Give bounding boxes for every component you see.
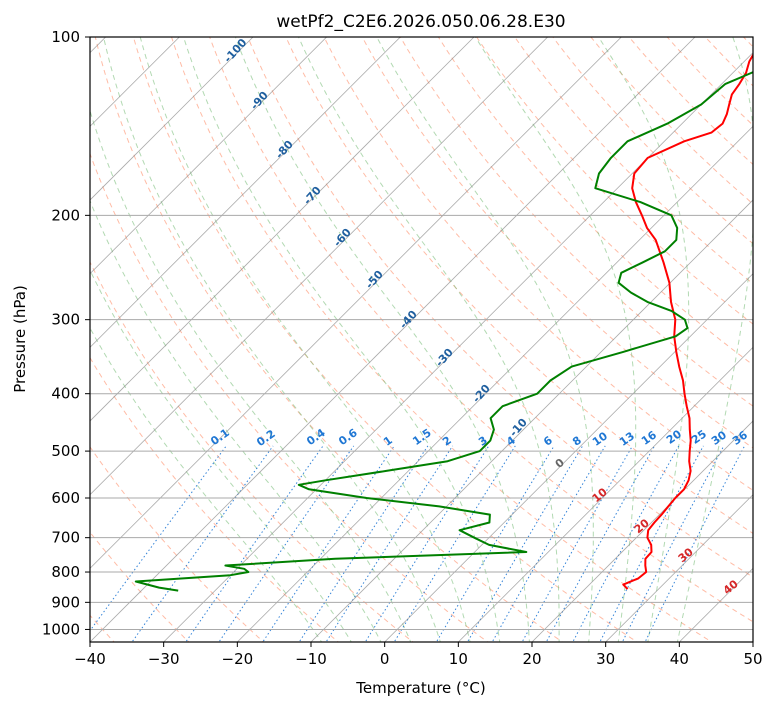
x-tick-label: −20 (222, 650, 254, 668)
y-axis-label: Pressure (hPa) (11, 285, 29, 393)
y-tick-label: 600 (51, 489, 80, 507)
dry-adiabat-line (247, 37, 753, 578)
y-tick-label: 700 (51, 529, 80, 547)
isotherm-line (90, 37, 328, 275)
isotherm-line (310, 199, 753, 642)
plot-frame (89, 36, 754, 643)
isotherm-line (605, 494, 753, 642)
y-tick-label: 1000 (42, 620, 80, 638)
mixing-ratio-line (262, 445, 395, 642)
y-tick-label: 300 (51, 311, 80, 329)
y-tick-label: 400 (51, 385, 80, 403)
isotherm-line (531, 420, 753, 642)
x-axis-label: Temperature (°C) (355, 679, 485, 697)
mixing-ratio-line (185, 445, 324, 642)
isotherm-line (236, 125, 753, 642)
dry-adiabat-line (361, 37, 753, 449)
x-tick-label: 0 (380, 650, 390, 668)
dry-adiabat-line (170, 37, 713, 642)
mixing-ratio-line (599, 445, 704, 642)
x-tick-label: 40 (670, 650, 689, 668)
mixing-ratio-line (393, 445, 516, 642)
series-layer (134, 53, 753, 592)
mixing-ratio-line (364, 445, 490, 642)
isotherm-line (457, 346, 753, 642)
x-tick-label: 20 (522, 650, 541, 668)
mixing-ratio-line (466, 445, 584, 642)
isotherm-line (90, 37, 549, 496)
dry-adiabat-line (514, 37, 753, 285)
mixing-ratio-line (298, 445, 429, 642)
isotherm-line (90, 37, 475, 422)
moist-adiabat-line (376, 37, 594, 642)
mixing-ratio-line (131, 445, 274, 642)
dry-adiabat-line (209, 37, 753, 623)
moist-adiabat-line (474, 37, 637, 642)
isotherm-line (90, 37, 180, 127)
grid-layer (90, 37, 753, 642)
isotherm-line (90, 37, 696, 642)
dry-adiabat-line (399, 37, 753, 407)
isotherm-line (163, 52, 753, 642)
dry-adiabat-line (285, 37, 753, 535)
y-tick-label: 200 (51, 206, 80, 224)
x-tick-label: −40 (74, 650, 106, 668)
dewpoint-profile-line (134, 71, 753, 592)
y-tick-label: 500 (51, 442, 80, 460)
moist-adiabat-line (297, 37, 560, 642)
isotherm-line (90, 37, 401, 348)
isotherm-line (384, 273, 753, 642)
isotherm-line (90, 37, 622, 569)
dry-adiabat-line (476, 37, 753, 325)
isotherm-line (90, 37, 254, 201)
moist-adiabat-line (90, 327, 323, 642)
x-tick-label: 10 (449, 650, 468, 668)
chart-title: wetPf2_C2E6.2026.050.06.28.E30 (276, 12, 565, 32)
dry-adiabat-line (90, 152, 489, 642)
y-tick-label: 100 (51, 28, 80, 46)
moist-adiabat-line (234, 37, 530, 642)
mixing-ratio-line (572, 445, 680, 642)
moist-adiabat-line (182, 37, 501, 642)
y-tick-label: 800 (51, 563, 80, 581)
y-tick-label: 900 (51, 593, 80, 611)
x-tick-label: 30 (596, 650, 615, 668)
x-tick-label: −10 (295, 650, 327, 668)
ticks-layer: −40 −30 −20 −10 0 10 20 30 40 50 100 200 300 400 500 60… (42, 28, 763, 668)
x-tick-label: 50 (743, 650, 762, 668)
x-tick-label: −30 (148, 650, 180, 668)
dry-adiabat-line (323, 37, 753, 491)
temperature-profile-line (622, 53, 753, 590)
mixing-ratio-line (325, 445, 454, 642)
